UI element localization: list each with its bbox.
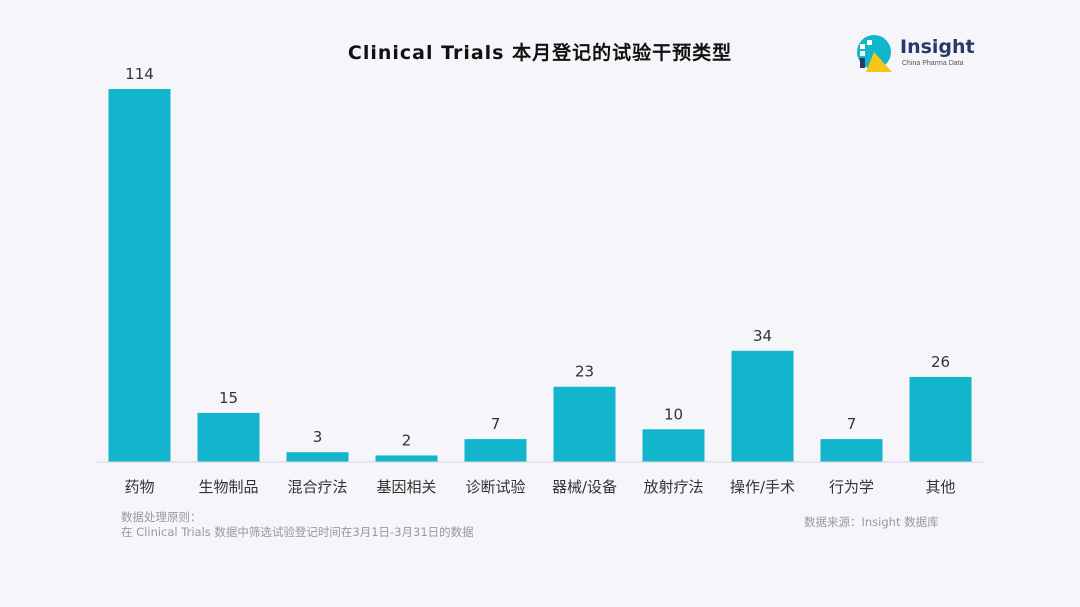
bar-9 <box>909 376 972 462</box>
category-label-5: 器械/设备 <box>552 478 617 496</box>
category-label-9: 其他 <box>925 478 955 496</box>
data-source: 数据来源：Insight 数据库 <box>804 515 939 529</box>
bar-0 <box>108 89 171 462</box>
logo-mark-icon <box>857 35 892 72</box>
category-label-6: 放射疗法 <box>643 478 703 496</box>
bar-6 <box>642 429 705 462</box>
category-label-2: 混合疗法 <box>287 478 347 496</box>
logo-name: Insight <box>900 36 975 58</box>
category-label-1: 生物制品 <box>198 478 258 496</box>
category-label-0: 药物 <box>124 478 154 496</box>
bar-2 <box>286 452 349 462</box>
value-label-9: 26 <box>931 353 950 371</box>
bar-8 <box>820 439 883 462</box>
category-label-3: 基因相关 <box>376 478 436 496</box>
note-line-1: 数据处理原则： <box>121 510 202 524</box>
category-label-7: 操作/手术 <box>730 478 795 496</box>
logo-subtitle: China Pharma Data <box>902 60 964 67</box>
chart-title: Clinical Trials 本月登记的试验干预类型 <box>347 42 733 64</box>
value-label-1: 15 <box>219 389 238 407</box>
value-label-6: 10 <box>664 405 683 423</box>
value-label-0: 114 <box>125 65 154 83</box>
data-note: 数据处理原则： 在 Clinical Trials 数据中筛选试验登记时间在3月… <box>121 510 474 540</box>
value-label-2: 3 <box>313 428 323 446</box>
value-label-8: 7 <box>847 415 857 433</box>
bar-3 <box>375 455 438 462</box>
value-label-3: 2 <box>402 431 412 449</box>
category-label-8: 行为学 <box>829 478 874 496</box>
value-label-4: 7 <box>491 415 501 433</box>
value-label-7: 34 <box>753 327 772 345</box>
insight-logo: Insight China Pharma Data <box>856 34 986 76</box>
value-label-5: 23 <box>575 363 594 381</box>
bar-4 <box>464 439 527 462</box>
category-label-4: 诊断试验 <box>465 478 525 496</box>
bar-7 <box>731 350 794 462</box>
note-line-2: 在 Clinical Trials 数据中筛选试验登记时间在3月1日-3月31日… <box>121 525 474 539</box>
bar-5 <box>553 386 616 462</box>
bar-1 <box>197 412 260 462</box>
